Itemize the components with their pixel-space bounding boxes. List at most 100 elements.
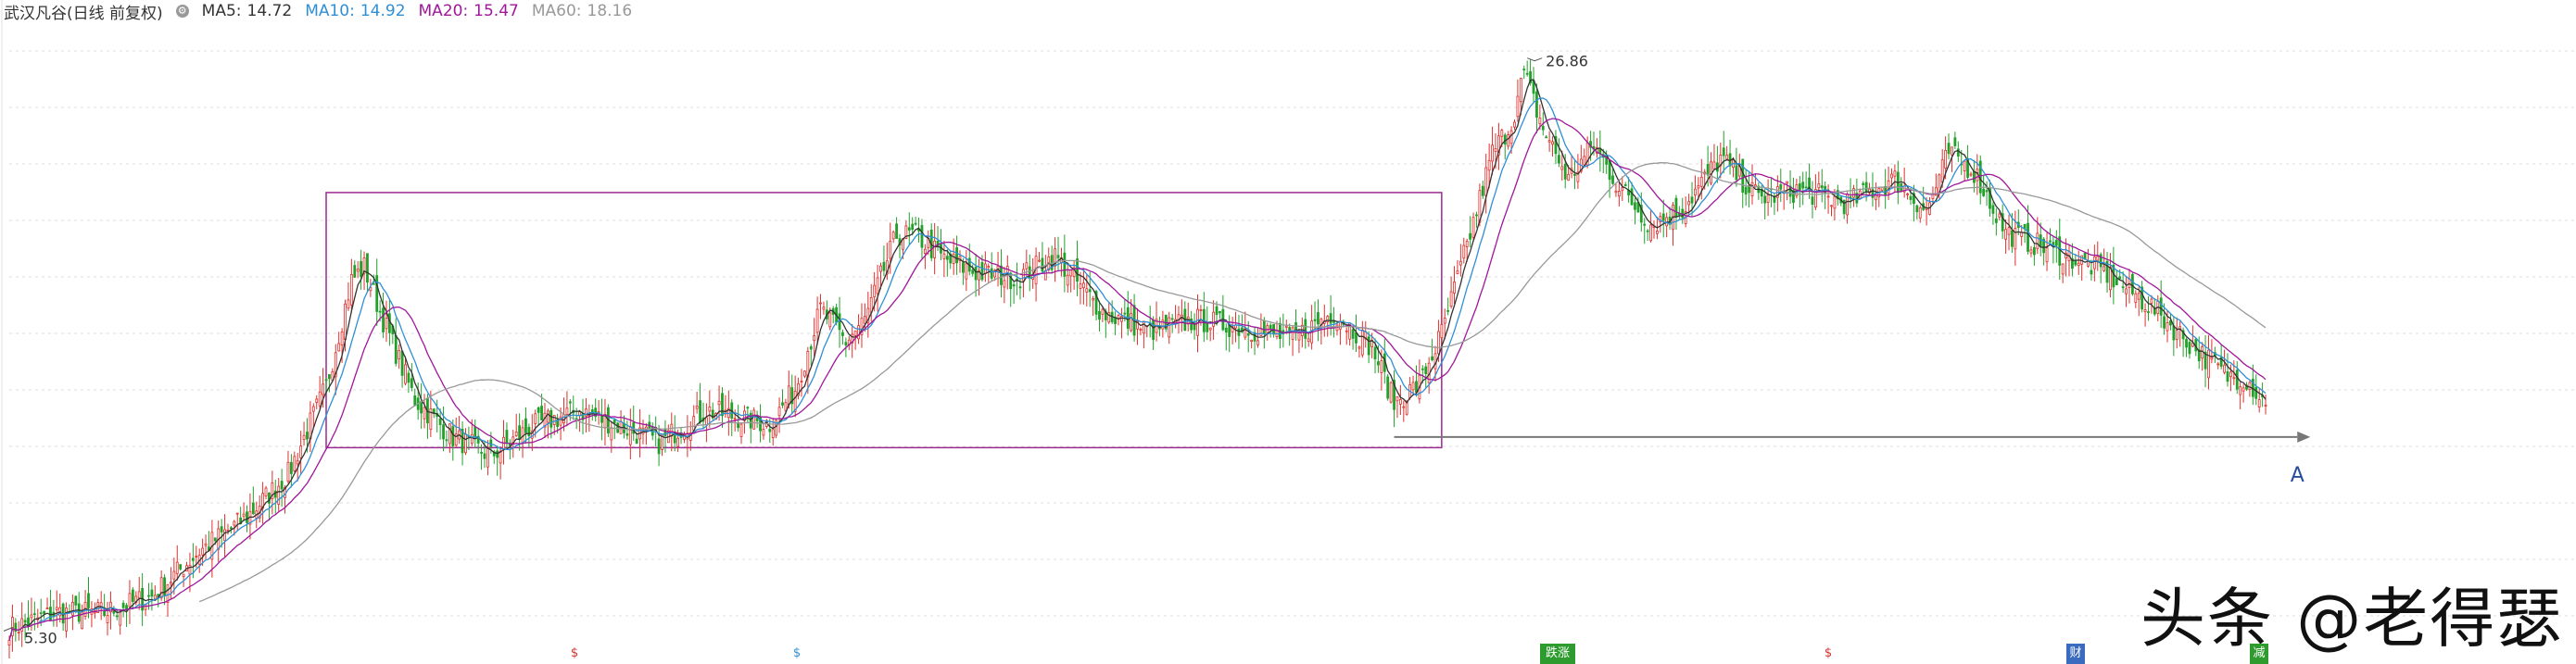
candle-body [514, 432, 518, 436]
candle-body [974, 266, 978, 281]
candle-body [990, 268, 993, 279]
candle-body [2039, 234, 2042, 247]
candle-body [264, 487, 268, 497]
candle-body [400, 350, 404, 376]
candle-body [1063, 252, 1067, 277]
candle-body [360, 261, 363, 278]
candle-body [692, 416, 696, 432]
candle-body [1656, 231, 1659, 234]
candle-body [1028, 266, 1031, 279]
candle-body [344, 303, 347, 340]
ma20-label: MA20: [418, 2, 469, 20]
candle-body [445, 439, 448, 442]
event-marker-icon[interactable]: $ [570, 646, 579, 660]
candle-body [1212, 311, 1215, 327]
candle-body [2172, 325, 2176, 341]
support-arrow-head [2297, 431, 2311, 443]
candle-body [2130, 273, 2134, 294]
candle-body [530, 430, 534, 439]
candle-body [1395, 396, 1399, 402]
candle-body [518, 425, 522, 440]
candle-body [1862, 182, 1865, 185]
candle-body [2007, 227, 2011, 235]
candle-body [1583, 156, 1586, 166]
candle-body [410, 378, 413, 388]
ma20-value: 15.47 [474, 2, 519, 20]
candle-body [2143, 309, 2147, 312]
candle-body [1792, 190, 1795, 203]
candle-body [777, 407, 781, 417]
ma5-label: MA5: [201, 2, 242, 20]
candle-body [2169, 319, 2172, 326]
candle-body [1123, 312, 1127, 315]
candle-body [889, 240, 892, 259]
candle-body [1355, 332, 1357, 344]
candle-body [1326, 316, 1330, 322]
candle-body [1944, 149, 1948, 169]
candle-body [1694, 188, 1697, 196]
low-marker [3, 626, 14, 632]
candle-body [166, 583, 170, 603]
candle-body [1294, 322, 1297, 332]
event-marker-icon[interactable]: $ [1824, 646, 1833, 660]
candle-body [324, 379, 328, 382]
candle-body [398, 349, 401, 360]
candle-body [920, 225, 924, 248]
candle-body [1697, 184, 1700, 189]
event-marker-icon[interactable]: 跌涨 [1540, 644, 1575, 664]
candle-body [2140, 286, 2144, 310]
candle-body [423, 407, 426, 420]
candle-body [2134, 293, 2138, 303]
settings-icon[interactable]: ⚙ [175, 5, 189, 18]
candle-body [2150, 298, 2153, 304]
candle-body [1699, 176, 1703, 187]
candle-body [1744, 186, 1748, 194]
candle-body [1284, 325, 1288, 328]
candle-body [448, 423, 451, 445]
candle-body [556, 419, 560, 428]
candle-body [1487, 159, 1491, 171]
candle-body [1634, 202, 1636, 210]
candle-body [695, 406, 699, 409]
candle-body [1120, 316, 1123, 322]
candle-body [1750, 182, 1754, 196]
candle-body [1646, 230, 1649, 232]
candle-body [1712, 161, 1716, 169]
candle-body [1643, 223, 1647, 226]
event-marker-icon[interactable]: $ [792, 646, 802, 660]
high-marker [1527, 57, 1543, 62]
candle-body [1913, 193, 1915, 205]
candle-body [721, 393, 724, 417]
candle-body [362, 257, 366, 274]
candle-body [2219, 357, 2223, 367]
candle-body [496, 450, 499, 458]
candle-body [1161, 319, 1165, 330]
candle-body [1449, 291, 1453, 307]
candle-body [1884, 186, 1888, 195]
candle-body [743, 410, 746, 421]
candle-body [965, 263, 968, 280]
candle-body [20, 618, 24, 632]
candle-body [1842, 199, 1846, 215]
candle-body [2092, 256, 2096, 269]
candle-body [1136, 320, 1139, 330]
candle-body [1529, 70, 1532, 83]
candle-body [2125, 288, 2128, 294]
candle-body [1000, 265, 1003, 285]
event-marker-icon[interactable]: 财 [2066, 644, 2085, 664]
candle-body [213, 537, 217, 542]
candle-body [1994, 218, 1998, 223]
candle-body [625, 433, 629, 436]
candle-body [2226, 371, 2229, 382]
candle-body [1088, 289, 1092, 293]
candle-body [201, 547, 205, 556]
candle-body [1547, 140, 1551, 143]
ma10-label: MA10: [305, 2, 355, 20]
candle-body [1947, 143, 1951, 155]
candle-body [1560, 166, 1564, 170]
candle-body [914, 222, 917, 225]
event-marker-icon[interactable]: 减 [2250, 644, 2268, 664]
candle-body [182, 573, 185, 577]
candle-body [119, 611, 122, 626]
ma60-label: MA60: [531, 2, 582, 20]
